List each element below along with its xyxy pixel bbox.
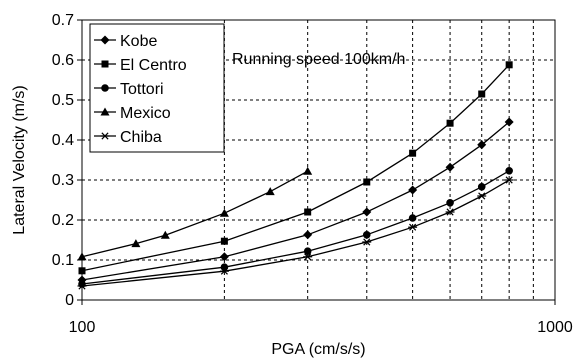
legend-item-chiba: Chiba xyxy=(94,129,162,146)
data-point-kobe xyxy=(219,252,229,262)
asterisk-stroke xyxy=(505,176,513,184)
asterisk-stroke xyxy=(478,192,486,200)
y-tick-label: 0.7 xyxy=(52,12,74,29)
data-point-tottori xyxy=(303,247,312,255)
asterisk-stroke xyxy=(409,223,417,231)
legend-marker-kobe xyxy=(100,35,110,45)
y-axis-ticks: 0 0.1 0.2 0.3 0.4 0.5 0.6 0.7 xyxy=(52,12,82,309)
data-point-el-centro xyxy=(304,208,312,216)
data-point-mexico xyxy=(303,166,313,175)
y-tick-label: 0.2 xyxy=(52,212,74,229)
data-point-chiba xyxy=(408,223,418,231)
data-point-el-centro xyxy=(78,267,86,275)
data-point-mexico xyxy=(160,230,170,239)
data-point-el-centro xyxy=(220,237,228,245)
plot-area-frame xyxy=(81,19,556,301)
data-point-el-centro xyxy=(478,90,486,98)
legend-label-el-centro: El Centro xyxy=(120,57,187,74)
y-tick-label: 0.6 xyxy=(52,52,74,69)
series-lines xyxy=(81,64,510,287)
y-tick-label: 0.5 xyxy=(52,92,74,109)
x-axis-title: PGA (cm/s/s) xyxy=(271,341,365,358)
data-point-kobe xyxy=(445,162,455,172)
data-point-kobe xyxy=(303,230,313,240)
asterisk-stroke xyxy=(363,238,371,246)
legend-label-chiba: Chiba xyxy=(120,129,162,146)
running-speed-annotation: Running speed 100km/h xyxy=(232,51,405,68)
asterisk-stroke xyxy=(220,267,228,275)
asterisk-stroke xyxy=(78,282,86,290)
data-point-tottori xyxy=(220,263,229,272)
data-point-tottori xyxy=(408,214,417,222)
legend-marker-el-centro xyxy=(101,60,109,68)
legend-marker-tottori xyxy=(101,84,109,92)
data-point-tottori xyxy=(446,199,454,207)
legend-marker-mexico xyxy=(100,107,110,116)
y-axis-title: Lateral Velocity (m/s) xyxy=(11,85,28,234)
legend-label-kobe: Kobe xyxy=(120,33,157,50)
x-tick-label: 1000 xyxy=(537,319,573,336)
data-point-tottori xyxy=(505,167,513,175)
data-point-kobe xyxy=(362,207,372,217)
legend-items: Kobe El Centro Tottori Mexico Chiba xyxy=(94,33,187,146)
data-point-tottori xyxy=(477,183,486,191)
data-point-kobe xyxy=(408,185,418,195)
y-tick-label: 0.3 xyxy=(52,172,74,189)
data-point-mexico xyxy=(77,252,87,261)
data-point-chiba xyxy=(219,267,229,275)
series-line-mexico xyxy=(81,170,308,258)
asterisk-stroke xyxy=(101,132,109,140)
asterisk-stroke xyxy=(304,253,312,261)
data-point-mexico xyxy=(265,187,275,196)
data-point-chiba xyxy=(303,253,313,261)
data-point-kobe xyxy=(504,117,514,127)
data-point-chiba xyxy=(477,192,487,200)
series-markers xyxy=(77,61,514,290)
data-point-chiba xyxy=(362,238,372,246)
data-point-el-centro xyxy=(446,119,454,127)
series-line-tottori xyxy=(81,170,510,285)
series-line-el-centro xyxy=(81,64,510,272)
legend-item-tottori: Tottori xyxy=(94,81,164,98)
series-line-kobe xyxy=(81,121,510,281)
data-point-tottori xyxy=(362,231,371,239)
data-point-chiba xyxy=(445,208,455,216)
y-tick-label: 0 xyxy=(65,292,74,309)
legend: Kobe El Centro Tottori Mexico Chiba xyxy=(89,23,225,153)
data-point-kobe xyxy=(477,140,487,150)
asterisk-stroke xyxy=(446,208,454,216)
legend-label-mexico: Mexico xyxy=(120,105,171,122)
data-point-el-centro xyxy=(505,61,513,69)
data-point-chiba xyxy=(77,282,87,290)
y-tick-label: 0.4 xyxy=(52,132,74,149)
data-point-el-centro xyxy=(363,178,371,186)
y-tick-label: 0.1 xyxy=(52,252,74,269)
data-point-mexico xyxy=(131,239,141,248)
series-line-chiba xyxy=(81,179,510,287)
legend-label-tottori: Tottori xyxy=(120,81,164,98)
legend-marker-chiba xyxy=(100,132,110,140)
legend-item-kobe: Kobe xyxy=(94,33,157,50)
data-point-el-centro xyxy=(409,149,417,157)
x-tick-label: 100 xyxy=(69,319,96,336)
legend-item-el-centro: El Centro xyxy=(94,57,187,74)
x-axis-ticks: 100 1000 xyxy=(69,300,573,336)
legend-item-mexico: Mexico xyxy=(94,105,171,122)
data-point-mexico xyxy=(219,208,229,217)
data-point-chiba xyxy=(504,176,514,184)
